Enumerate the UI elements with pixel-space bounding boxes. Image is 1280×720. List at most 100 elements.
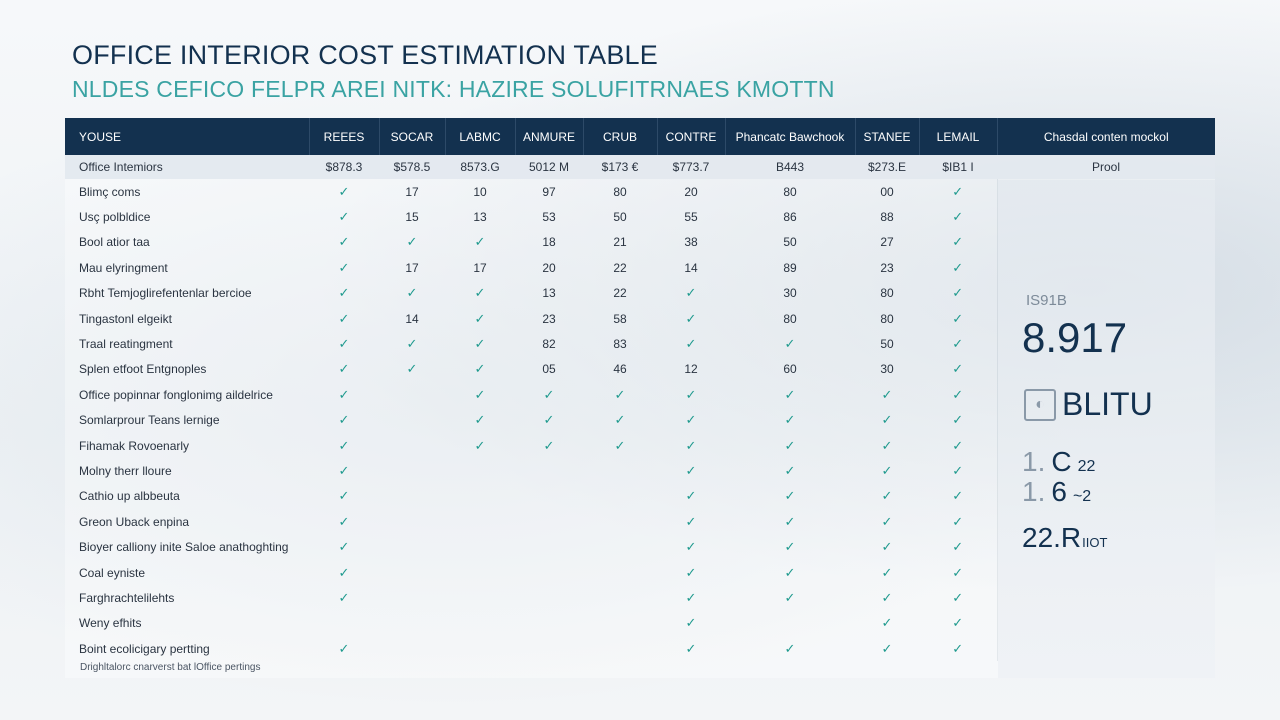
check-icon-glyph: ✓ <box>881 462 893 478</box>
value-cell <box>445 560 515 585</box>
check-icon: ✓ <box>657 484 725 509</box>
check-icon-glyph: ✓ <box>614 386 626 402</box>
check-icon-glyph: ✓ <box>952 259 964 275</box>
check-icon-glyph: ✓ <box>881 640 893 656</box>
check-icon: ✓ <box>309 433 379 458</box>
check-icon-glyph: ✓ <box>338 513 350 529</box>
check-icon-glyph: ✓ <box>685 462 697 478</box>
check-icon-glyph: ✓ <box>881 539 893 555</box>
table-row: Usç polbldice ✓ 15 13 53 50 55 86 88 ✓ <box>65 204 1215 230</box>
row-label: Coal eyniste <box>79 565 146 580</box>
check-icon: ✓ <box>855 560 919 585</box>
value-cell <box>583 534 657 559</box>
check-icon-glyph: ✓ <box>338 310 350 326</box>
value-cell <box>445 458 515 483</box>
check-icon: ✓ <box>583 408 657 433</box>
side-column-cell <box>997 560 1215 585</box>
check-icon-glyph: ✓ <box>338 412 350 428</box>
check-icon: ✓ <box>657 306 725 331</box>
check-icon: ✓ <box>919 280 998 306</box>
value-cell <box>445 611 515 636</box>
column-header: Phancatc Bawchook <box>725 118 856 155</box>
check-icon-glyph: ✓ <box>543 437 555 453</box>
check-icon-glyph: ✓ <box>338 336 350 352</box>
row-label: Molny therr lloure <box>79 463 172 478</box>
side-line-1-sub: 22 <box>1077 458 1096 475</box>
row-label: Farghrachtelilehts <box>79 590 175 605</box>
check-icon-glyph: ✓ <box>685 336 697 352</box>
table-row: Splen etfoot Entgnoples ✓ ✓ ✓ 05 46 12 60 30 ✓ <box>65 356 1215 383</box>
table-row: Somlarprour Teans lernige ✓ ✓ ✓ ✓ ✓ ✓ ✓ ✓ <box>65 407 1215 433</box>
check-icon-glyph: ✓ <box>338 539 350 555</box>
check-icon-glyph: ✓ <box>474 437 486 453</box>
check-icon-glyph: ✓ <box>406 234 418 250</box>
check-icon-glyph: ✓ <box>784 564 796 580</box>
rate-row-label: Office Intemiors <box>65 155 309 179</box>
value-cell <box>515 585 583 610</box>
side-line-1-main: C <box>1051 446 1072 477</box>
row-label: Fihamak Rovoenarly <box>79 438 190 453</box>
value-cell: 13 <box>473 210 487 225</box>
check-icon: ✓ <box>919 585 998 611</box>
check-icon-glyph: ✓ <box>952 386 964 402</box>
check-icon-glyph: ✓ <box>614 437 626 453</box>
value-cell: 50 <box>783 235 797 250</box>
rate-cell: $578.5 <box>379 155 445 179</box>
check-icon: ✓ <box>725 509 855 534</box>
check-icon: ✓ <box>919 255 998 281</box>
table-row: Fihamak Rovoenarly ✓ ✓ ✓ ✓ ✓ ✓ ✓ ✓ <box>65 432 1215 459</box>
table-row: Weny efhits ✓ ✓ ✓ <box>65 610 1215 637</box>
value-cell: 80 <box>613 184 627 199</box>
check-icon: ✓ <box>919 382 998 408</box>
value-cell: 80 <box>783 184 797 199</box>
value-cell: 82 <box>542 337 556 352</box>
check-icon-glyph: ✓ <box>881 589 893 605</box>
check-icon-glyph: ✓ <box>406 285 418 301</box>
value-cell <box>379 611 445 636</box>
row-label: Greon Uback enpina <box>79 514 190 529</box>
check-icon: ✓ <box>445 357 515 382</box>
check-icon-glyph: ✓ <box>338 564 350 580</box>
value-cell: 30 <box>783 286 797 301</box>
check-icon-glyph: ✓ <box>952 437 964 453</box>
side-line-3-main: 22.R <box>1022 522 1082 553</box>
check-icon: ✓ <box>309 484 379 509</box>
check-icon: ✓ <box>725 636 855 661</box>
logo-mark-icon: ◐ <box>1024 388 1056 421</box>
check-icon-glyph: ✓ <box>784 488 796 504</box>
check-icon-glyph: ✓ <box>338 437 350 453</box>
value-cell <box>445 585 515 610</box>
side-line-2-main: 6 <box>1051 476 1067 507</box>
table-row: Mau elyringment ✓ 17 17 20 22 14 89 23 ✓ <box>65 255 1215 281</box>
value-cell: 88 <box>880 210 894 225</box>
table-row: Molny therr lloure ✓ ✓ ✓ ✓ ✓ <box>65 458 1215 484</box>
value-cell: 83 <box>613 337 627 352</box>
side-column-cell <box>997 611 1215 636</box>
side-column-cell <box>997 230 1215 255</box>
value-cell <box>379 408 445 433</box>
check-icon: ✓ <box>379 331 445 356</box>
check-icon: ✓ <box>919 356 998 383</box>
value-cell <box>309 611 379 636</box>
value-cell: 13 <box>542 286 556 301</box>
value-cell: 53 <box>542 210 556 225</box>
value-cell <box>583 611 657 636</box>
value-cell <box>515 636 583 661</box>
check-icon: ✓ <box>919 305 998 332</box>
value-cell: 23 <box>542 311 556 326</box>
row-label: Traal reatingment <box>79 337 173 352</box>
check-icon: ✓ <box>725 331 855 356</box>
check-icon-glyph: ✓ <box>952 285 964 301</box>
side-line-3-sub: IIOT <box>1082 535 1108 550</box>
table-row: Rbht Temjoglirefentenlar bercioe ✓ ✓ ✓ 13 22 ✓… <box>65 280 1215 306</box>
table-row: Bool atior taa ✓ ✓ ✓ 18 21 38 50 27 ✓ <box>65 229 1215 256</box>
rate-cell: $273.E <box>855 155 919 179</box>
value-cell <box>379 585 445 610</box>
footnote: Drighltalorc cnarverst bat lOffice perti… <box>80 662 261 673</box>
check-icon-glyph: ✓ <box>338 640 350 656</box>
check-icon-glyph: ✓ <box>784 412 796 428</box>
value-cell: 80 <box>783 311 797 326</box>
check-icon-glyph: ✓ <box>952 462 964 478</box>
value-cell: 86 <box>783 210 797 225</box>
column-header: REEES <box>309 118 380 155</box>
